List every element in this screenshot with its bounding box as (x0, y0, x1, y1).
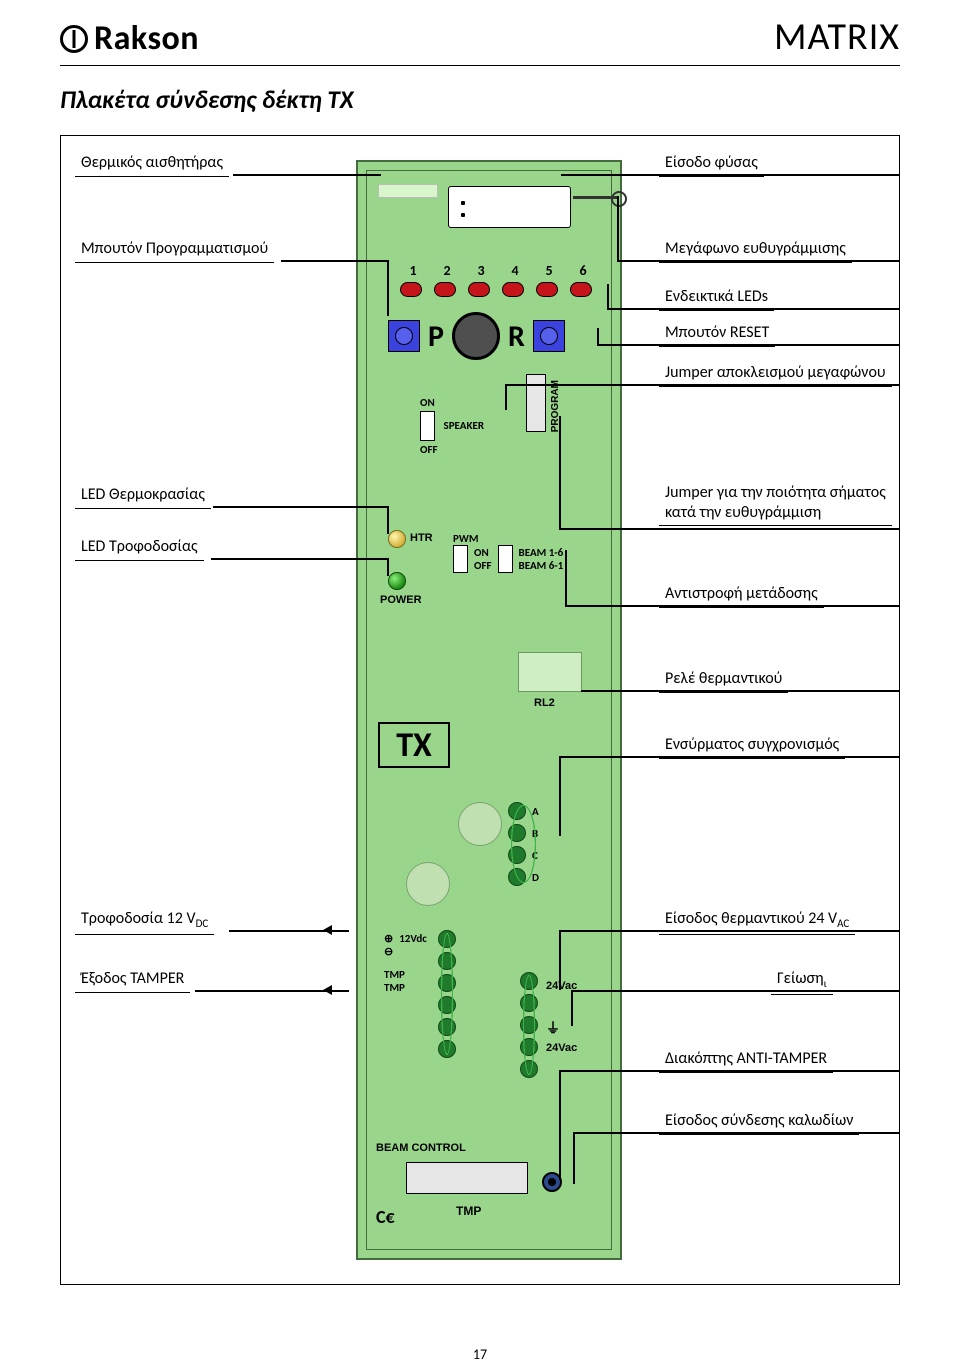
v24ac-label-2: 24Vac (546, 1042, 577, 1054)
left-terminal-col (438, 930, 456, 1058)
supply-12v-sub: DC (196, 917, 209, 930)
callout-prog-button: Μπουτόν Προγραμματισμού (75, 236, 274, 263)
callout-indicator-leds: Ενδεικτικά LEDs (659, 284, 774, 311)
r-label: R (508, 318, 525, 355)
program-chip-icon (526, 374, 546, 432)
led-num: 2 (438, 262, 456, 279)
header-divider (60, 65, 900, 66)
callout-power-led: LED Τροφοδοσίας (75, 534, 204, 561)
heater-24v-sub: AC (837, 917, 849, 930)
speaker-jumper-block: ON SPEAKER OFF (420, 396, 484, 456)
diagram-frame: 1 2 3 4 5 6 P R (60, 135, 900, 1285)
program-button-icon (388, 320, 420, 352)
beam61-label: BEAM 6-1 (519, 559, 564, 572)
minus-label: ⊖ (384, 945, 393, 958)
plus-label: ⊕ (384, 932, 393, 945)
tx-label: TX (378, 722, 450, 768)
callout-speaker-jumper: Jumper αποκλεισμού μεγαφώνου (659, 360, 892, 387)
jumper-icon (453, 545, 468, 573)
knob-icon (452, 312, 500, 360)
on-label: ON (420, 396, 435, 409)
tamper-switch-icon (406, 1162, 528, 1194)
callout-thermal-sensor: Θερμικός αισθητήρας (75, 150, 229, 177)
htr-label: HTR (410, 532, 433, 544)
signal-jumper-l1: Jumper για την ποιότητα σήματος (665, 483, 886, 503)
speaker-label: SPEAKER (444, 419, 485, 432)
ground-text: Γείωση (777, 969, 824, 988)
heater-24v-text: Είσοδος θερμαντικού 24 V (665, 909, 837, 928)
rl2-label: RL2 (534, 697, 555, 709)
callout-heater-relay: Ρελέ θερμαντικού (659, 666, 788, 693)
callout-wired-sync: Ενσύρματος συγχρονισμός (659, 732, 845, 759)
led-icon (536, 282, 558, 297)
callout-fuse-input: Είσοδο φύσας (659, 150, 764, 177)
beam-control-label: BEAM CONTROL (376, 1142, 466, 1154)
thermal-sensor-icon (378, 184, 438, 198)
led-row (400, 282, 592, 297)
p-r-row: P R (388, 312, 565, 360)
pwm-beam-block: PWM ON OFF BEAM 1-6 BEAM 6-1 (453, 532, 563, 573)
led-icon (502, 282, 524, 297)
power-led-icon (388, 572, 406, 590)
logo-text: Rakson (94, 18, 199, 59)
led-num: 1 (404, 262, 422, 279)
reset-button-icon (533, 320, 565, 352)
off-label: OFF (420, 443, 438, 456)
callout-megaphone: Μεγάφωνο ευθυγράμμισης (659, 236, 852, 263)
product-name: MATRIX (774, 14, 900, 60)
callout-tamper-out: Έξοδος TAMPER (75, 966, 190, 993)
section-title: Πλακέτα σύνδεσης δέκτη ΤΧ (60, 84, 900, 115)
tmp-label: TMP (384, 968, 427, 981)
megaphone-icon (573, 196, 617, 199)
right-terminal-col (520, 972, 538, 1078)
p-label: P (428, 318, 444, 355)
pwm-label: PWM (453, 532, 478, 545)
jumper-icon (420, 411, 435, 441)
term-d: D (532, 871, 539, 884)
capacitor-icon (406, 862, 450, 906)
pcb-board: 1 2 3 4 5 6 P R (356, 160, 622, 1260)
page: Rakson MATRIX Πλακέτα σύνδεσης δέκτη ΤΧ (0, 0, 960, 1371)
led-num: 3 (472, 262, 490, 279)
ground-sub: ι (824, 977, 827, 990)
callout-reset-button: Μπουτόν RESET (659, 320, 775, 347)
led-number-row: 1 2 3 4 5 6 (404, 262, 592, 279)
power-label: POWER (380, 594, 422, 606)
logo-icon (60, 25, 88, 53)
tmp-label: TMP (384, 981, 427, 994)
led-icon (434, 282, 456, 297)
beam16-label: BEAM 1-6 (519, 546, 564, 559)
led-num: 5 (540, 262, 558, 279)
on-label: ON (474, 546, 489, 559)
led-num: 4 (506, 262, 524, 279)
capacitor-icon (458, 802, 502, 846)
ce-mark: C€ (376, 1206, 395, 1228)
callout-supply-12v: Τροφοδοσία 12 VDC (75, 906, 214, 935)
page-number: 17 (473, 1346, 487, 1363)
t12vdc-label: 12Vdc (399, 932, 427, 945)
supply-12v-text: Τροφοδοσία 12 V (81, 909, 196, 928)
callout-anti-tamper: Διακόπτης ANTI-TAMPER (659, 1046, 833, 1073)
callout-tx-invert: Αντιστροφή μετάδοσης (659, 581, 824, 608)
gnd-symbol: ⏚ (546, 1018, 560, 1038)
term-a: A (532, 805, 539, 818)
led-num: 6 (574, 262, 592, 279)
callout-temp-led: LED Θερμοκρασίας (75, 482, 211, 509)
tmp-bottom-label: TMP (456, 1204, 481, 1218)
callout-signal-jumper: Jumper για την ποιότητα σήματος κατά την… (659, 480, 892, 526)
led-icon (400, 282, 422, 297)
led-icon (570, 282, 592, 297)
relay-icon (518, 652, 582, 692)
led-icon (468, 282, 490, 297)
signal-jumper-l2: κατά την ευθυγράμμιση (665, 503, 886, 523)
power-terminal-block: ⊕ 12Vdc ⊖ TMP TMP (384, 932, 427, 994)
jumper-icon (498, 545, 513, 573)
callout-cable-entry: Είσοδος σύνδεσης καλωδίων (659, 1108, 859, 1135)
htr-led-icon (388, 530, 406, 548)
off-label: OFF (474, 559, 492, 572)
ribbon-connector (448, 186, 571, 228)
sync-terminal-block: A B C D (508, 802, 539, 886)
